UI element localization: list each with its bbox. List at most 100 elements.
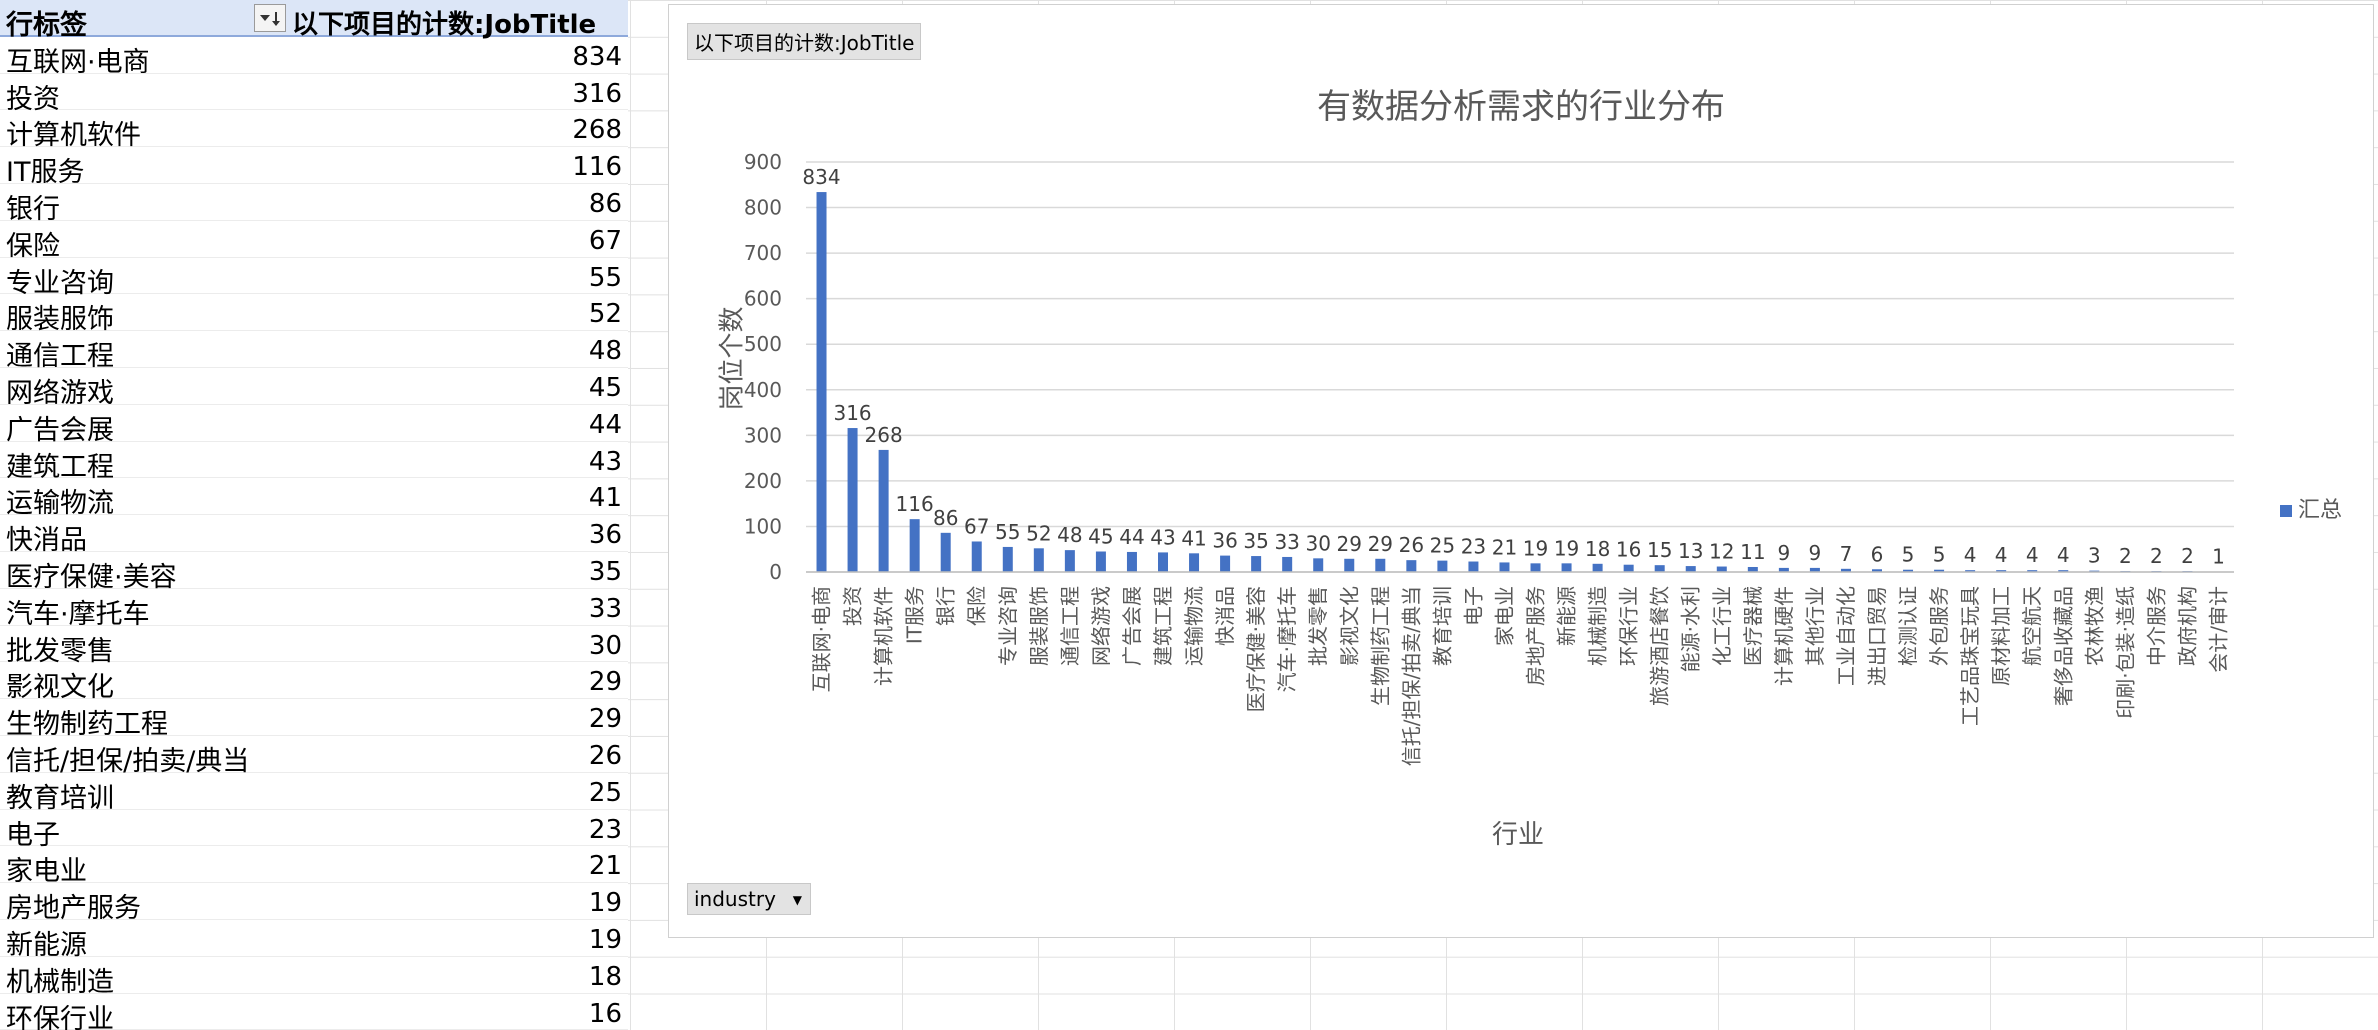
pivot-row[interactable]: 电子 23 bbox=[0, 810, 628, 851]
bar[interactable] bbox=[847, 428, 858, 572]
bar[interactable] bbox=[1002, 546, 1013, 572]
pivot-row[interactable]: 网络游戏 45 bbox=[0, 368, 628, 409]
x-tick-label: 汽车·摩托车 bbox=[1275, 586, 1299, 692]
bar[interactable] bbox=[1809, 567, 1820, 572]
x-tick-label: 信托/担保/拍卖/典当 bbox=[1399, 586, 1423, 766]
bar[interactable] bbox=[1623, 564, 1634, 572]
bar[interactable] bbox=[1872, 569, 1882, 572]
bar[interactable] bbox=[1158, 552, 1168, 572]
bar[interactable] bbox=[1282, 556, 1293, 572]
x-tick-label: 网络游戏 bbox=[1089, 586, 1113, 666]
bar[interactable] bbox=[1934, 569, 1945, 572]
row-count: 268 bbox=[572, 115, 622, 146]
bar[interactable] bbox=[1344, 558, 1355, 572]
pivot-row[interactable]: 生物制药工程 29 bbox=[0, 699, 628, 740]
y-tick-label: 400 bbox=[744, 378, 782, 402]
chart-legend[interactable]: 汇总 bbox=[2280, 492, 2342, 524]
bar[interactable] bbox=[1840, 568, 1851, 572]
bar[interactable] bbox=[1468, 561, 1479, 572]
x-tick-label: 化工行业 bbox=[1710, 586, 1734, 666]
bar[interactable] bbox=[1778, 567, 1789, 572]
pivot-row[interactable]: 通信工程 48 bbox=[0, 331, 628, 372]
bar[interactable] bbox=[816, 192, 827, 573]
bar[interactable] bbox=[1126, 551, 1137, 572]
bar[interactable] bbox=[1313, 558, 1324, 572]
pivot-row[interactable]: 汽车·摩托车 33 bbox=[0, 589, 628, 630]
chart-title[interactable]: 有数据分析需求的行业分布 bbox=[1317, 87, 1725, 127]
bar[interactable] bbox=[1251, 556, 1262, 572]
pivot-row[interactable]: 教育培训 25 bbox=[0, 773, 628, 814]
x-tick-label: 政府机构 bbox=[2175, 586, 2199, 666]
pivot-row[interactable]: 投资 316 bbox=[0, 74, 628, 115]
pivot-row[interactable]: 批发零售 30 bbox=[0, 626, 628, 667]
pivot-row[interactable]: 运输物流 41 bbox=[0, 478, 628, 519]
bar[interactable] bbox=[1220, 555, 1231, 572]
bar[interactable] bbox=[2027, 570, 2038, 572]
x-tick-label: 医疗保健·美容 bbox=[1244, 586, 1268, 712]
data-label: 86 bbox=[933, 506, 958, 530]
pivot-row[interactable]: 新能源 19 bbox=[0, 920, 628, 961]
row-labels-header[interactable]: 行标签 bbox=[6, 10, 87, 41]
bar[interactable] bbox=[971, 541, 982, 572]
bar[interactable] bbox=[1437, 560, 1448, 572]
bar[interactable] bbox=[1375, 558, 1386, 572]
pivot-row[interactable]: 机械制造 18 bbox=[0, 957, 628, 998]
pivot-row[interactable]: 广告会展 44 bbox=[0, 405, 628, 446]
bar[interactable] bbox=[1064, 550, 1075, 572]
bar[interactable] bbox=[1685, 566, 1696, 572]
bar[interactable] bbox=[940, 532, 951, 572]
value-field-button[interactable]: 以下项目的计数:JobTitle bbox=[687, 23, 922, 60]
bar[interactable] bbox=[1592, 563, 1603, 572]
data-label: 5 bbox=[1933, 543, 1946, 567]
bar[interactable] bbox=[1903, 569, 1914, 572]
pivot-row[interactable]: 快消品 36 bbox=[0, 515, 628, 556]
axis-field-button[interactable]: industry ▼ bbox=[687, 883, 811, 915]
data-label: 11 bbox=[1740, 540, 1765, 564]
bar[interactable] bbox=[1996, 570, 2007, 572]
bar[interactable] bbox=[2058, 570, 2069, 572]
row-count: 18 bbox=[588, 961, 622, 992]
bar[interactable] bbox=[878, 449, 889, 572]
x-tick-label: 投资 bbox=[841, 586, 865, 626]
bar[interactable] bbox=[1499, 562, 1510, 572]
bar[interactable] bbox=[1965, 570, 1976, 572]
data-label: 43 bbox=[1150, 525, 1175, 549]
pivot-row[interactable]: 医疗保健·美容 35 bbox=[0, 552, 628, 593]
pivot-row[interactable]: 服装服饰 52 bbox=[0, 294, 628, 335]
bar[interactable] bbox=[1530, 563, 1541, 572]
row-count: 45 bbox=[588, 373, 622, 403]
bar[interactable] bbox=[1747, 566, 1758, 572]
data-label: 5 bbox=[1902, 543, 1915, 567]
y-tick-label: 700 bbox=[744, 241, 782, 265]
pivot-row[interactable]: 计算机软件 268 bbox=[0, 110, 628, 151]
bar[interactable] bbox=[1716, 566, 1727, 572]
pivot-row[interactable]: 影视文化 29 bbox=[0, 662, 628, 703]
pivot-row[interactable]: 保险 67 bbox=[0, 221, 628, 262]
pivot-row[interactable]: 房地产服务 19 bbox=[0, 883, 628, 924]
row-count: 21 bbox=[588, 851, 622, 882]
data-label: 15 bbox=[1647, 538, 1672, 562]
sort-filter-button[interactable] bbox=[254, 4, 286, 32]
pivot-row[interactable]: 银行 86 bbox=[0, 184, 628, 225]
pivot-row[interactable]: IT服务 116 bbox=[0, 147, 628, 188]
bar[interactable] bbox=[1189, 553, 1200, 572]
bar[interactable] bbox=[1033, 548, 1044, 572]
x-tick-label: 银行 bbox=[934, 586, 958, 626]
y-tick-label: 900 bbox=[744, 150, 782, 174]
bar[interactable] bbox=[1095, 551, 1106, 573]
pivot-row[interactable]: 建筑工程 43 bbox=[0, 442, 628, 483]
pivot-row[interactable]: 专业咨询 55 bbox=[0, 258, 628, 299]
pivot-row[interactable]: 互联网·电商 834 bbox=[0, 37, 628, 78]
x-tick-label: 专业咨询 bbox=[996, 586, 1020, 666]
pivot-row[interactable]: 家电业 21 bbox=[0, 846, 628, 887]
data-label: 1 bbox=[2212, 545, 2225, 569]
count-header[interactable]: 以下项目的计数:JobTitle bbox=[292, 10, 597, 40]
pivot-row[interactable]: 信托/担保/拍卖/典当 26 bbox=[0, 736, 628, 777]
x-tick-label: 其他行业 bbox=[1803, 586, 1827, 666]
dropdown-icon: ▼ bbox=[792, 893, 802, 907]
bar[interactable] bbox=[1561, 563, 1572, 572]
bar[interactable] bbox=[909, 519, 920, 572]
bar[interactable] bbox=[1654, 565, 1665, 572]
pivot-chart[interactable]: 以下项目的计数:JobTitle 有数据分析需求的行业分布 industry ▼ bbox=[668, 4, 2374, 938]
bar[interactable] bbox=[1406, 560, 1417, 572]
